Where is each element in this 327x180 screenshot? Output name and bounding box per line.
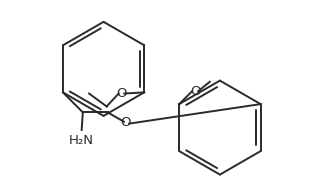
Text: H₂N: H₂N: [69, 134, 94, 147]
Text: O: O: [120, 116, 130, 129]
Text: O: O: [116, 87, 127, 100]
Text: O: O: [190, 85, 201, 98]
